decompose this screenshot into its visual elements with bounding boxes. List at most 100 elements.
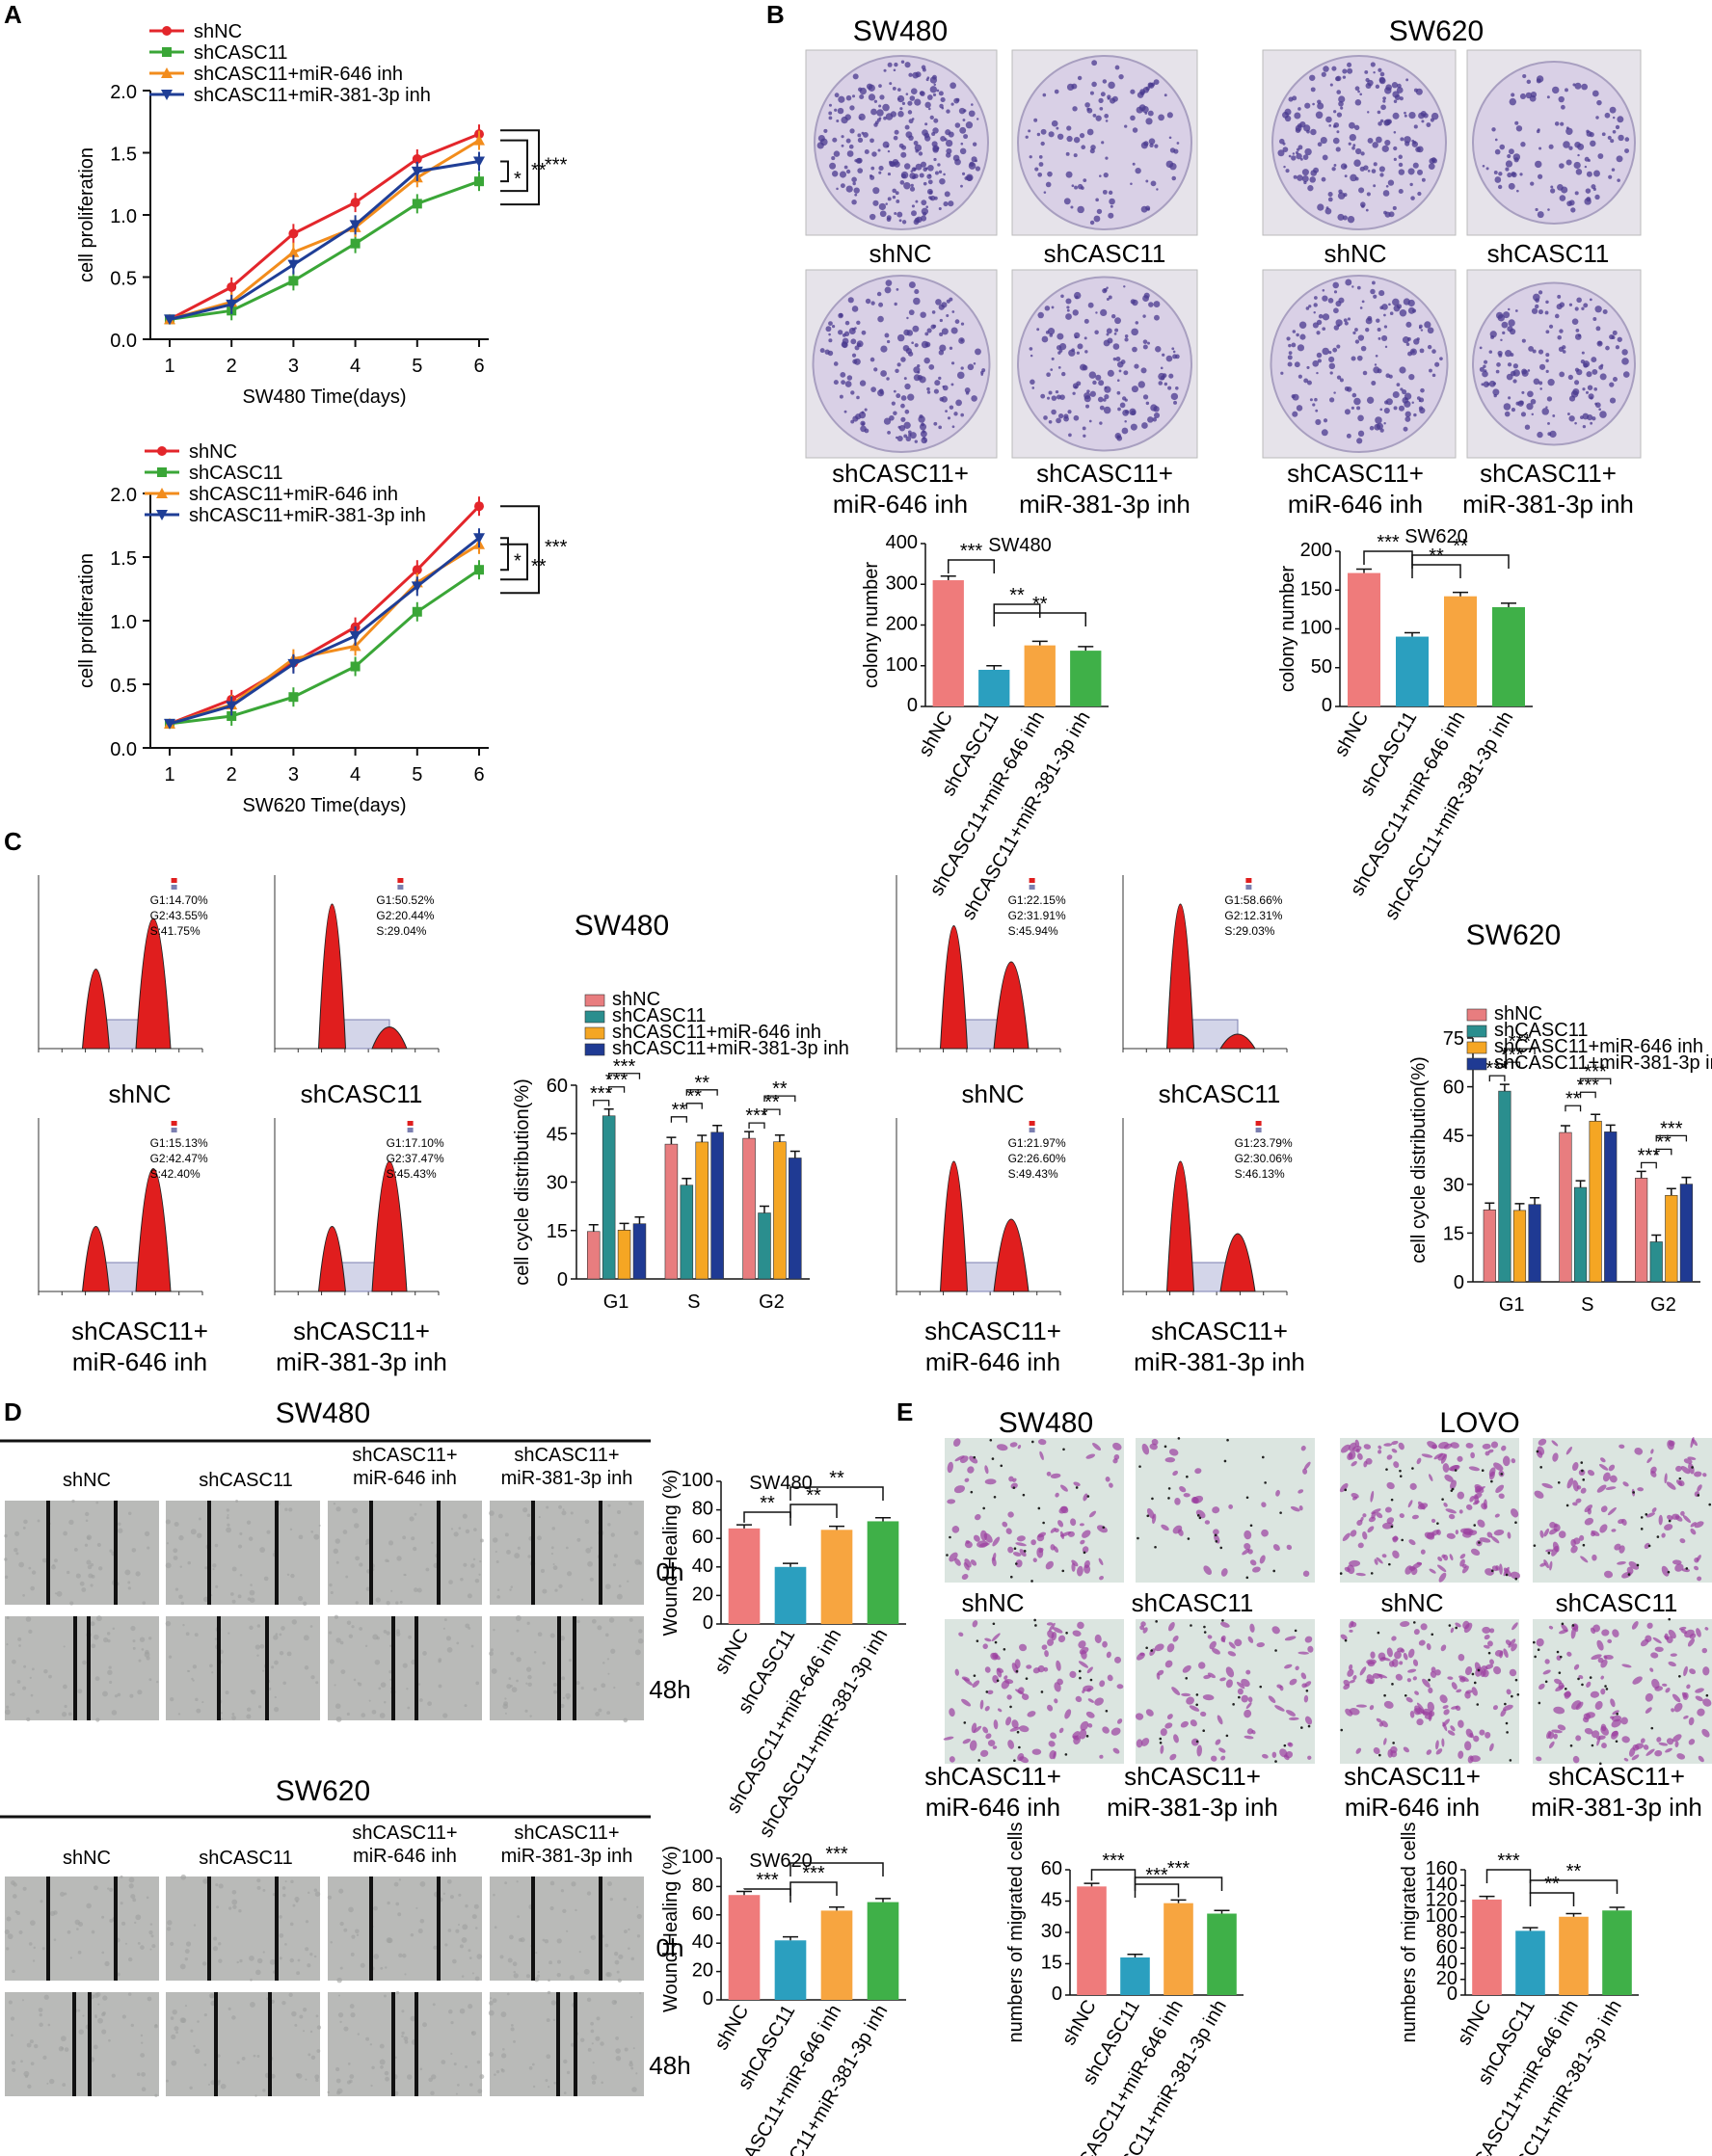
colony <box>915 200 919 203</box>
bar <box>1679 1184 1693 1283</box>
migrated-cell <box>1386 1517 1395 1525</box>
wound-cell <box>417 1683 421 1686</box>
migrated-cell <box>1221 1637 1226 1643</box>
colony <box>1389 311 1394 316</box>
colony <box>829 162 837 170</box>
migrated-cell <box>1413 1629 1420 1636</box>
colony <box>1423 113 1429 119</box>
wound-edge <box>214 1992 218 2096</box>
colony <box>1379 119 1384 123</box>
colony <box>1312 322 1319 329</box>
colony <box>1535 160 1542 169</box>
colony <box>971 103 974 106</box>
wound-cell <box>528 2066 533 2070</box>
colony <box>1124 124 1128 128</box>
migrated-cell <box>1395 1673 1404 1681</box>
colony <box>1317 142 1323 147</box>
wound-cell <box>17 1637 22 1641</box>
colony <box>1500 338 1503 342</box>
migrated-cell <box>1349 1664 1353 1670</box>
colony <box>1077 205 1084 214</box>
colony <box>1546 95 1550 99</box>
pore <box>1685 1567 1689 1570</box>
sig-bracket <box>608 1073 641 1079</box>
sig-label: *** <box>825 1844 848 1865</box>
wound-cell <box>40 1900 43 1903</box>
migrated-cell <box>1407 1500 1413 1508</box>
colony <box>1338 100 1344 107</box>
migrated-cell <box>1558 1682 1565 1690</box>
migrated-cell <box>1302 1570 1310 1578</box>
wound-cell <box>184 1956 188 1961</box>
wound-cell <box>28 1566 32 1570</box>
colony <box>1089 91 1094 95</box>
migrated-cell <box>1070 1518 1077 1527</box>
migrated-cell <box>1612 1629 1619 1637</box>
wound-cell <box>497 1513 503 1519</box>
migrated-cell <box>1102 1640 1108 1648</box>
migrated-cell <box>1087 1698 1095 1703</box>
wound-cell <box>249 1589 255 1596</box>
migrated-cell <box>1356 1452 1363 1460</box>
wound-cell <box>465 1903 468 1908</box>
sig-bracket <box>670 1116 687 1123</box>
wound-cell <box>49 2078 55 2085</box>
colony <box>1356 406 1361 411</box>
wound-cell <box>513 2039 516 2043</box>
wound-cell <box>231 1716 236 1720</box>
data-point <box>473 533 485 545</box>
hist-g2-peak <box>993 961 1030 1050</box>
colony <box>1377 368 1382 374</box>
pore <box>1490 1569 1494 1573</box>
wound-cell <box>26 1717 31 1722</box>
migrated-cell <box>1440 1644 1447 1652</box>
wound-cell <box>536 1974 541 1978</box>
legend-swatch <box>1466 1041 1487 1054</box>
colony <box>825 326 832 333</box>
migrated-cell <box>1551 1729 1563 1734</box>
colony <box>1604 112 1611 119</box>
migrated-cell <box>1572 1479 1579 1492</box>
wound-cell <box>247 1707 252 1712</box>
chart-title: SW480 <box>749 1473 813 1494</box>
colony <box>1382 190 1390 197</box>
migrated-cell <box>1645 1748 1655 1756</box>
wound-cell <box>463 1562 468 1567</box>
colony <box>1385 398 1393 406</box>
wound-cell <box>592 2062 595 2064</box>
colony <box>845 185 853 193</box>
wound-cell <box>384 2070 389 2076</box>
wound-cell <box>214 1543 219 1548</box>
data-point <box>412 565 422 575</box>
colony <box>973 361 976 365</box>
error-bar <box>1522 1927 1538 1931</box>
migrated-cell <box>1611 1529 1617 1532</box>
colony <box>1102 189 1108 195</box>
wound-cell <box>401 2035 404 2038</box>
migrated-cell <box>1183 1493 1190 1498</box>
c-caption-381-2b: miR-381-3p inh <box>1134 1347 1305 1376</box>
wound-cell <box>128 1883 134 1889</box>
colony <box>1498 172 1503 176</box>
pore <box>1448 1624 1452 1627</box>
sig-bracket <box>1529 1892 1575 1906</box>
migrated-cell <box>1075 1695 1083 1703</box>
colony <box>1131 328 1138 336</box>
migrated-cell <box>1092 1442 1102 1451</box>
colony <box>1063 413 1069 419</box>
dish <box>1017 276 1192 452</box>
colony <box>870 301 875 306</box>
wound-cell <box>121 1921 126 1926</box>
data-point <box>287 658 300 670</box>
pore <box>1506 1731 1509 1734</box>
migrated-cell <box>1489 1628 1495 1634</box>
migrated-cell <box>1485 1731 1491 1739</box>
colony <box>1173 148 1179 154</box>
colony <box>1173 400 1178 405</box>
wound-cell <box>309 1625 313 1628</box>
colony <box>922 129 928 136</box>
colony <box>1322 313 1330 321</box>
pore <box>1307 1724 1311 1728</box>
wound-cell <box>94 2014 97 2017</box>
colony <box>1572 83 1576 87</box>
